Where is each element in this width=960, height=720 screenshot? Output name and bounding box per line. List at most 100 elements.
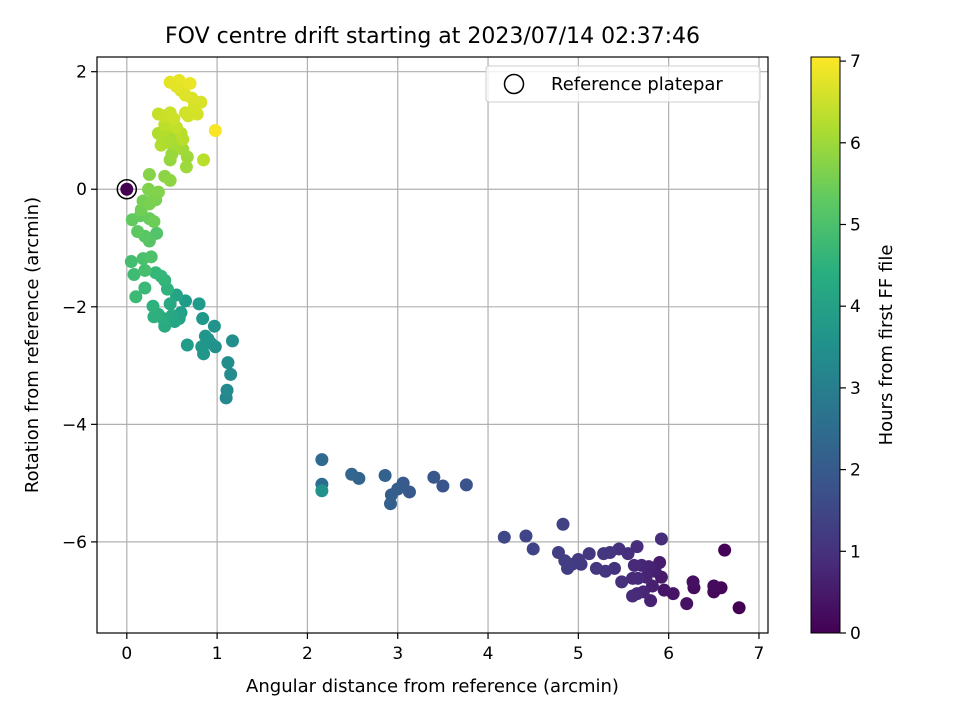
data-point bbox=[556, 517, 570, 531]
data-point bbox=[427, 470, 441, 484]
y-tick-label: 0 bbox=[76, 180, 87, 200]
data-point bbox=[315, 484, 329, 498]
legend-marker-reference bbox=[503, 73, 525, 95]
data-point bbox=[220, 383, 234, 397]
data-point bbox=[680, 597, 694, 611]
data-point bbox=[127, 267, 141, 281]
data-point bbox=[146, 299, 160, 313]
colorbar-gradient bbox=[810, 56, 841, 634]
data-point bbox=[147, 215, 161, 229]
data-point bbox=[154, 138, 168, 152]
data-point bbox=[345, 467, 359, 481]
data-point bbox=[615, 575, 629, 589]
data-point bbox=[657, 583, 671, 597]
x-tick-label: 4 bbox=[483, 644, 494, 664]
legend-entry-reference-platepar: Reference platepar bbox=[551, 74, 723, 95]
reference-point-fill bbox=[120, 182, 134, 196]
colorbar-ticks: 0 1 2 3 4 5 6 7 bbox=[840, 52, 861, 644]
data-point bbox=[224, 367, 238, 381]
data-point bbox=[208, 123, 222, 137]
data-point bbox=[183, 76, 197, 90]
data-point bbox=[221, 356, 235, 370]
data-point bbox=[225, 334, 239, 348]
x-tick-label: 1 bbox=[212, 644, 223, 664]
colorbar-tick-label: 3 bbox=[850, 379, 861, 399]
x-tick-label: 0 bbox=[121, 644, 132, 664]
data-point bbox=[526, 542, 540, 556]
data-point bbox=[142, 168, 156, 182]
data-point bbox=[163, 173, 177, 187]
data-point bbox=[124, 255, 138, 269]
data-point bbox=[138, 263, 152, 277]
data-point bbox=[732, 601, 746, 615]
data-point bbox=[167, 112, 181, 126]
data-point bbox=[129, 290, 143, 304]
y-tick-label: −4 bbox=[62, 415, 87, 435]
plot-frame bbox=[96, 56, 769, 634]
data-point bbox=[163, 297, 177, 311]
data-point bbox=[686, 575, 700, 589]
reference-point-marker bbox=[116, 178, 138, 200]
data-point bbox=[141, 182, 155, 196]
colorbar-tick-label: 6 bbox=[850, 134, 861, 154]
legend-box bbox=[485, 65, 761, 103]
legend: Reference platepar bbox=[485, 65, 761, 103]
x-axis-label: Angular distance from reference (arcmin) bbox=[246, 676, 619, 697]
y-axis-label: Rotation from reference (arcmin) bbox=[22, 197, 43, 493]
colorbar: 0 1 2 3 4 5 6 7 Hours from first FF file bbox=[810, 52, 897, 644]
data-point bbox=[172, 74, 186, 88]
data-point bbox=[589, 561, 603, 575]
data-point bbox=[436, 479, 450, 493]
x-tick-label: 5 bbox=[573, 644, 584, 664]
data-point bbox=[718, 543, 732, 557]
data-point bbox=[630, 540, 644, 554]
data-point bbox=[654, 532, 668, 546]
scatter-points bbox=[116, 74, 746, 615]
chart-title: FOV centre drift starting at 2023/07/14 … bbox=[165, 24, 700, 49]
data-point bbox=[627, 558, 641, 572]
data-point bbox=[519, 529, 533, 543]
data-point bbox=[151, 185, 165, 199]
data-point bbox=[626, 589, 640, 603]
colorbar-tick-label: 1 bbox=[850, 542, 861, 562]
data-point bbox=[644, 594, 658, 608]
data-point bbox=[384, 497, 398, 511]
colorbar-tick-label: 0 bbox=[850, 624, 861, 644]
colorbar-tick-label: 5 bbox=[850, 215, 861, 235]
data-point bbox=[497, 530, 511, 544]
x-tick-label: 3 bbox=[392, 644, 403, 664]
data-point bbox=[626, 571, 640, 585]
data-point bbox=[197, 153, 211, 167]
data-point bbox=[707, 579, 721, 593]
y-tick-label: −2 bbox=[62, 298, 87, 318]
data-point bbox=[180, 338, 194, 352]
data-point bbox=[207, 319, 221, 333]
colorbar-tick-label: 2 bbox=[850, 461, 861, 481]
colorbar-tick-label: 7 bbox=[850, 52, 861, 72]
data-point bbox=[195, 340, 209, 354]
data-point bbox=[459, 478, 473, 492]
data-point bbox=[582, 547, 596, 561]
data-point bbox=[179, 160, 193, 174]
data-point bbox=[144, 250, 158, 264]
colorbar-tick-label: 4 bbox=[850, 297, 861, 317]
data-point bbox=[147, 310, 161, 324]
colorbar-label: Hours from first FF file bbox=[876, 245, 897, 446]
x-tick-label: 7 bbox=[754, 644, 765, 664]
y-tick-label: 2 bbox=[76, 63, 87, 83]
data-point bbox=[176, 132, 190, 146]
data-point bbox=[198, 329, 212, 343]
data-point bbox=[149, 266, 163, 280]
axis-ticks: 0 1 2 3 4 5 6 7 −6 −4 −2 0 2 bbox=[62, 63, 764, 664]
data-point bbox=[131, 225, 145, 239]
data-point bbox=[315, 453, 329, 467]
x-tick-label: 2 bbox=[302, 644, 313, 664]
data-point bbox=[192, 297, 206, 311]
data-point bbox=[378, 468, 392, 482]
y-tick-label: −6 bbox=[62, 533, 87, 553]
data-point bbox=[551, 545, 565, 559]
data-point bbox=[597, 547, 611, 561]
x-tick-label: 6 bbox=[663, 644, 674, 664]
data-point bbox=[138, 281, 152, 295]
